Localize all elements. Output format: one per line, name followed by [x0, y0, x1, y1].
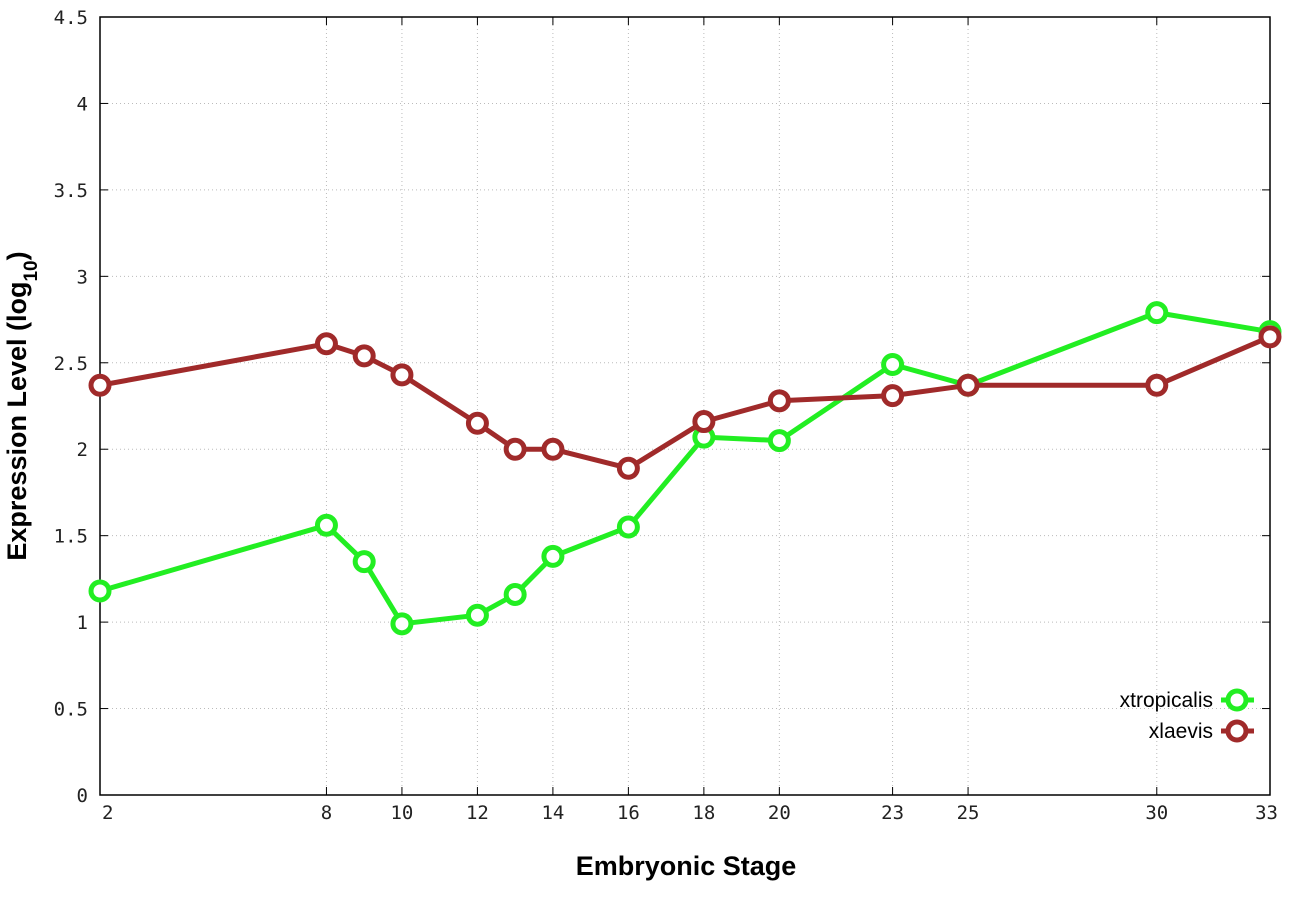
data-point-xlaevis [1145, 373, 1169, 397]
y-tick-label: 4 [77, 93, 88, 115]
y-tick-label: 4.5 [54, 7, 88, 29]
data-point-xtropicalis [616, 515, 640, 539]
data-point-xlaevis [1258, 325, 1282, 349]
y-tick-label: 3.5 [54, 180, 88, 202]
data-point-xtropicalis [881, 353, 905, 377]
y-tick-label: 1 [77, 612, 88, 634]
y-tick-label: 0.5 [54, 699, 88, 721]
data-point-xlaevis [956, 373, 980, 397]
x-tick-label: 16 [617, 802, 640, 824]
y-tick-label: 2 [77, 439, 88, 461]
x-tick-label: 23 [881, 802, 904, 824]
data-point-xtropicalis [88, 579, 112, 603]
series-group [88, 301, 1282, 636]
x-tick-label: 30 [1145, 802, 1168, 824]
data-point-xtropicalis [1145, 301, 1169, 325]
data-point-xlaevis [692, 410, 716, 434]
data-point-xlaevis [541, 437, 565, 461]
data-point-xlaevis [465, 411, 489, 435]
y-tick-label: 3 [77, 266, 88, 288]
y-tick-label: 1.5 [54, 526, 88, 548]
legend-swatch-marker-xtropicalis [1225, 688, 1249, 712]
legend: xtropicalis xlaevis [1120, 688, 1254, 743]
data-point-xlaevis [314, 332, 338, 356]
series-line-xtropicalis [99, 310, 1271, 627]
legend-label-xtropicalis: xtropicalis [1120, 689, 1213, 712]
x-tick-label: 8 [321, 802, 332, 824]
x-tick-label: 33 [1255, 802, 1278, 824]
data-point-xtropicalis [503, 582, 527, 606]
data-point-xlaevis [352, 344, 376, 368]
data-point-xtropicalis [390, 612, 414, 636]
data-point-xlaevis [881, 384, 905, 408]
data-point-xlaevis [767, 389, 791, 413]
x-tick-label: 14 [541, 802, 564, 824]
y-axis-ticks: 0 0.5 1 1.5 2 2.5 3 3.5 4 4.5 [54, 7, 1270, 807]
x-tick-label: 18 [692, 802, 715, 824]
data-point-xtropicalis [465, 603, 489, 627]
data-point-xlaevis [390, 363, 414, 387]
data-point-xtropicalis [352, 550, 376, 574]
y-tick-label: 2.5 [54, 353, 88, 375]
x-tick-label: 25 [957, 802, 980, 824]
data-point-xtropicalis [541, 544, 565, 568]
data-point-xlaevis [616, 456, 640, 480]
data-point-xtropicalis [314, 513, 338, 537]
legend-swatch-marker-xlaevis [1225, 719, 1249, 743]
y-axis-title: Expression Level (log10) [2, 251, 42, 560]
x-axis-title: Embryonic Stage [576, 851, 797, 881]
x-tick-label: 2 [102, 802, 113, 824]
data-point-xlaevis [88, 373, 112, 397]
legend-label-xlaevis: xlaevis [1149, 720, 1213, 743]
x-tick-label: 10 [390, 802, 413, 824]
y-tick-label: 0 [77, 785, 88, 807]
x-tick-label: 12 [466, 802, 489, 824]
x-axis-ticks: 2 8 10 12 14 16 18 20 23 25 30 33 [99, 17, 1278, 824]
plot-frame [99, 16, 1271, 796]
x-tick-label: 20 [768, 802, 791, 824]
data-point-xlaevis [503, 437, 527, 461]
data-point-xtropicalis [767, 429, 791, 453]
